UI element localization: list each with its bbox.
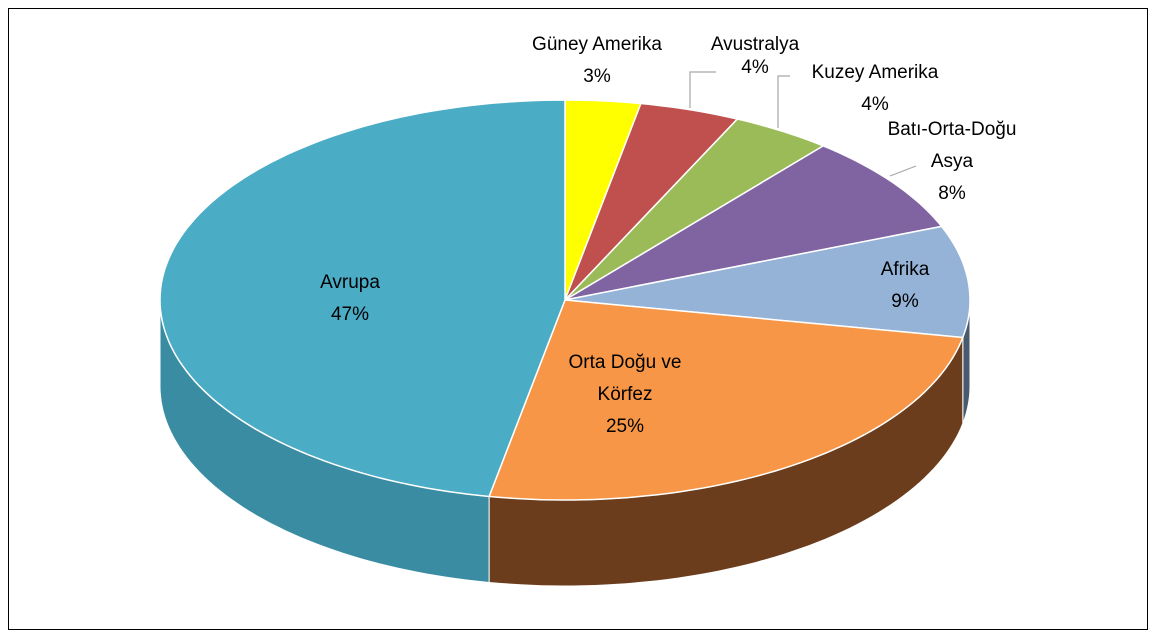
- pie-slice: [564, 225, 971, 339]
- slice-value-label: 47%: [331, 304, 369, 325]
- pie-slice: [488, 299, 964, 501]
- leader-line: [777, 75, 790, 128]
- slice-label: Güney Amerika: [532, 34, 662, 55]
- leader-line: [689, 71, 716, 108]
- slice-label-line: Kuzey Amerika: [812, 62, 939, 83]
- slice-label-line: Avrupa: [320, 272, 380, 293]
- slice-value-label: 4%: [861, 94, 889, 115]
- pie-slice: [159, 99, 566, 498]
- slice-label-line: Güney Amerika: [532, 34, 662, 55]
- slice-value-label: 8%: [938, 183, 966, 204]
- slice-label: Kuzey Amerika: [812, 62, 939, 83]
- pie-slice: [564, 102, 739, 301]
- slice-label: Batı-Orta-Doğu Asya: [888, 119, 1017, 172]
- slice-label-line: Batı-Orta-Doğu: [888, 119, 1017, 140]
- slice-label: Afrika: [881, 259, 930, 280]
- slice-value-label: 9%: [891, 291, 919, 312]
- slice-label: Avustralya: [711, 34, 800, 55]
- slice-label: Orta Doğu ve Körfez: [569, 352, 682, 405]
- pie-slice: [564, 145, 943, 301]
- slice-label: Avrupa: [320, 272, 380, 293]
- slice-value-label: 3%: [583, 66, 611, 87]
- pie-slice: [564, 118, 825, 301]
- slice-label-line: Asya: [931, 151, 974, 172]
- slice-label-line: Orta Doğu ve: [569, 352, 682, 373]
- slice-label-line: Avustralya: [711, 34, 800, 55]
- leader-line: [889, 165, 917, 177]
- slice-label-line: Afrika: [881, 259, 930, 280]
- slice-label-line: Körfez: [598, 384, 653, 405]
- slice-value-label: 25%: [606, 416, 644, 437]
- slice-value-label: 4%: [741, 57, 769, 78]
